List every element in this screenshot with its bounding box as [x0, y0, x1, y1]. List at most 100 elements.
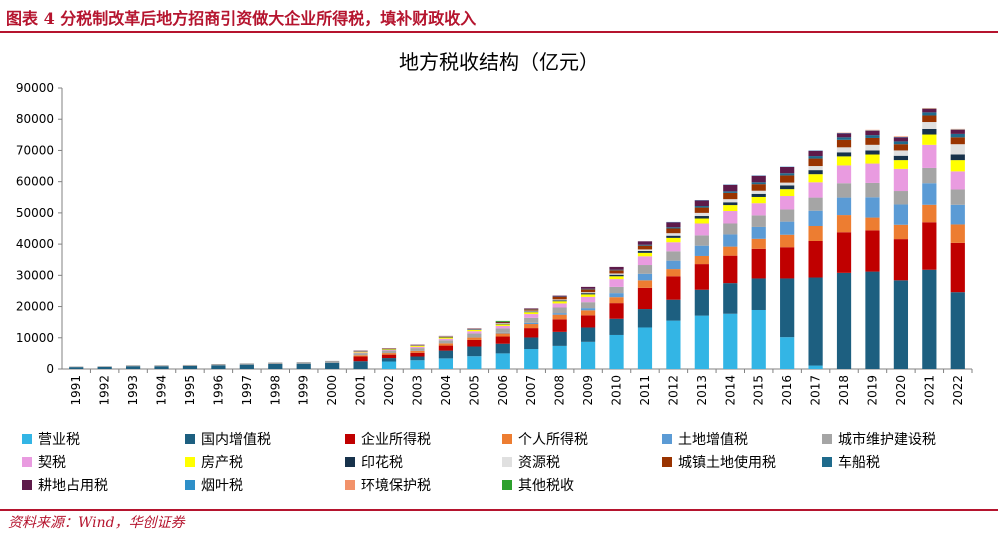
bar-segment [780, 278, 795, 338]
x-tick-label: 2019 [865, 375, 879, 406]
bar-segment [239, 364, 254, 369]
x-tick-label: 1998 [268, 375, 282, 406]
bar-segment [836, 137, 852, 140]
legend-item: 土地增值税 [662, 428, 748, 450]
legend-label: 土地增值税 [678, 432, 748, 448]
bar-segment [836, 272, 852, 369]
bar-segment [666, 227, 681, 229]
bar-segment [268, 364, 283, 369]
bar-segment [780, 196, 795, 210]
bar-segment [637, 250, 653, 253]
bar-segment [609, 293, 624, 298]
bar-segment [580, 296, 596, 303]
bar-segment [922, 128, 937, 135]
legend-swatch [345, 480, 355, 490]
legend-swatch [22, 480, 32, 490]
bar-segment [580, 292, 596, 294]
bar-segment [836, 165, 852, 184]
bar-segment [808, 210, 823, 227]
bar-segment [609, 274, 624, 277]
bar-segment [524, 312, 539, 315]
bar-segment [524, 308, 539, 310]
x-tick-label: 2022 [951, 375, 965, 406]
legend-swatch [22, 457, 32, 467]
bar-segment [637, 241, 653, 245]
bar-segment [97, 366, 112, 367]
legend-label: 企业所得税 [361, 432, 431, 448]
bar-segment [694, 315, 709, 369]
bar-segment [467, 331, 482, 334]
y-tick-label: 90000 [16, 81, 54, 95]
bar-segment [97, 366, 112, 369]
bar-segment [808, 197, 823, 211]
bar-segment [808, 182, 823, 198]
bar-segment [524, 310, 539, 312]
bar-segment [495, 325, 510, 329]
bar-segment [495, 333, 510, 337]
bar-segment [353, 351, 368, 353]
bar-segment [893, 141, 909, 145]
bar-segment [353, 352, 368, 354]
bar-segment [836, 215, 852, 233]
y-tick-label: 30000 [16, 268, 54, 282]
bar-segment [694, 216, 709, 219]
legend-item: 城镇土地使用税 [662, 451, 776, 473]
y-tick-label: 0 [46, 362, 54, 376]
bar-segment [836, 232, 852, 273]
bar-segment [808, 158, 823, 167]
y-tick-label: 40000 [16, 237, 54, 251]
bar-segment [410, 346, 425, 349]
bar-segment [609, 270, 624, 274]
bar-segment [580, 302, 596, 309]
bar-segment [865, 135, 880, 138]
bar-segment [780, 166, 795, 174]
legend-swatch [502, 480, 512, 490]
bar-segment [865, 144, 880, 151]
bar-segment [552, 314, 567, 320]
bar-segment [410, 350, 425, 353]
bar-segment [552, 307, 567, 314]
bar-segment [580, 308, 596, 311]
bar-segment [552, 319, 567, 332]
bar-segment [865, 129, 880, 131]
legend-item: 个人所得税 [502, 428, 588, 450]
bar-segment [609, 297, 624, 304]
x-tick-label: 2017 [809, 375, 823, 406]
bar-segment [666, 222, 681, 228]
bar-segment [580, 310, 596, 316]
bar-segment [865, 197, 880, 218]
bar-segment [865, 163, 880, 183]
bar-segment [637, 256, 653, 266]
bar-segment [552, 299, 567, 301]
bar-segment [808, 226, 823, 241]
y-tick-label: 60000 [16, 175, 54, 189]
bar-segment [950, 204, 965, 225]
bar-segment [694, 212, 709, 217]
bar-segment [723, 313, 738, 369]
bar-segment [495, 343, 510, 354]
bar-segment [893, 155, 909, 161]
bar-segment [865, 150, 880, 155]
bar-segment [694, 207, 709, 213]
bar-segment [666, 228, 681, 234]
y-tick-label: 70000 [16, 143, 54, 157]
bar-segment [580, 286, 596, 289]
bar-segment [438, 340, 454, 344]
legend-label: 城镇土地使用税 [678, 455, 776, 471]
bar-segment [922, 167, 937, 184]
bar-segment [865, 182, 880, 198]
bar-segment [950, 144, 965, 155]
bar-segment [723, 205, 738, 212]
bar-segment [296, 363, 311, 369]
x-tick-label: 1997 [240, 375, 254, 406]
x-tick-label: 2009 [581, 375, 595, 406]
bar-segment [836, 183, 852, 198]
legend-item: 企业所得税 [345, 428, 431, 450]
bar-segment [836, 133, 852, 138]
bar-segment [467, 333, 482, 338]
y-tick-label: 20000 [16, 300, 54, 314]
bar-segment [239, 363, 254, 365]
legend-item: 资源税 [502, 451, 560, 473]
bar-segment [524, 337, 539, 350]
